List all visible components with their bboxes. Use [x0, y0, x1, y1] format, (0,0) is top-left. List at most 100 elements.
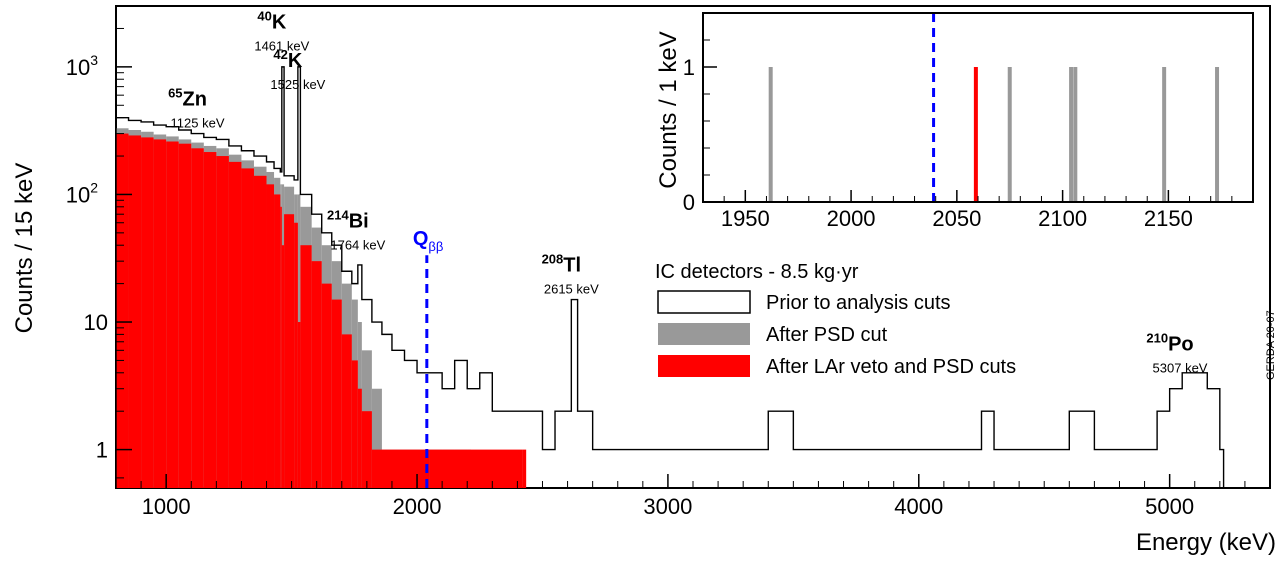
bar-lar-8	[216, 156, 229, 489]
inset-xtick-label-2100: 2100	[1038, 206, 1087, 231]
legend-swatch-psd	[658, 323, 750, 345]
bar-lar-17	[294, 222, 298, 488]
peak-isotope-element: Bi	[349, 211, 369, 233]
main-xtick-label-2000: 2000	[393, 494, 442, 519]
bar-lar-6	[191, 148, 204, 489]
peak-annotation-k-42: 42K 1525 keV	[270, 47, 325, 92]
main-ytick-label-100: 102	[66, 179, 98, 207]
peak-isotope-element: Zn	[183, 88, 207, 110]
peak-isotope-element: Tl	[563, 254, 581, 276]
peak-isotope-mass: 42	[273, 47, 287, 62]
bar-lar-4	[166, 141, 179, 488]
legend-item-prior: Prior to analysis cuts	[657, 290, 951, 314]
peak-isotope-mass: 208	[542, 251, 564, 266]
bar-lar-21	[321, 283, 332, 488]
peak-isotope-label: 40K	[257, 8, 286, 33]
peak-energy-label: 2615 keV	[544, 281, 599, 296]
bar-lar-14	[280, 206, 282, 488]
main-ylabel: Counts / 15 keV	[11, 163, 38, 334]
bar-lar-1	[128, 135, 142, 488]
peak-isotope-label: 42K	[273, 47, 302, 72]
bar-lar-27	[371, 449, 430, 488]
peak-energy-label: 1525 keV	[270, 77, 325, 92]
bar-lar-9	[228, 161, 242, 488]
inset-xtick-label-2050: 2050	[932, 206, 981, 231]
peak-annotation-bi-214: 214Bi 1764 keV	[327, 208, 386, 253]
bar-lar-2	[141, 137, 154, 488]
inset-event-2148	[1162, 67, 1167, 202]
peak-isotope-mass: 65	[168, 85, 182, 100]
inset-xtick-label-2150: 2150	[1144, 206, 1193, 231]
bar-lar-11	[253, 175, 267, 489]
inset-ylabel: Counts / 1 keV	[655, 31, 682, 188]
inset-event-2104	[1069, 67, 1074, 202]
bar-lar-0	[116, 133, 129, 488]
main-xtick-label-4000: 4000	[894, 494, 943, 519]
main-xlabel: Energy (keV)	[1136, 529, 1276, 556]
legend-label-prior: Prior to analysis cuts	[766, 292, 951, 314]
ytick-exponent: 2	[90, 179, 98, 195]
inset-xtick-label-1950: 1950	[721, 206, 770, 231]
peak-energy-label: 1461 keV	[254, 38, 309, 53]
peak-energy-label: 5307 keV	[1153, 360, 1208, 375]
series-lar	[116, 133, 527, 489]
legend-swatch-prior	[657, 290, 751, 314]
bar-lar-22	[331, 299, 342, 488]
peak-isotope-element: K	[272, 11, 287, 33]
ytick-exponent: 3	[90, 52, 98, 68]
bar-lar-13	[274, 194, 281, 488]
legend-label-psd: After PSD cut	[766, 324, 888, 346]
bar-lar-7	[203, 152, 217, 488]
qbb-label-main: Q	[413, 228, 429, 250]
bar-lar-3	[153, 139, 167, 488]
peak-isotope-label: 65Zn	[168, 85, 207, 110]
ytick-base: 10	[66, 55, 90, 80]
peak-annotation-k-40: 40K 1461 keV	[254, 8, 309, 53]
peak-annotation-po-210: 210Po 5307 keV	[1146, 330, 1207, 375]
inset-plot-area: 1950 2000 2050 2100 2150 0 1	[683, 13, 1233, 231]
legend-item-psd: After PSD cut	[658, 323, 888, 346]
peak-isotope-mass: 214	[327, 208, 349, 223]
bar-lar-28	[429, 449, 523, 488]
peak-energy-label: 1125 keV	[171, 115, 225, 130]
legend-swatch-lar	[658, 355, 750, 377]
gerda-tag: GERDA 20-07	[1265, 310, 1277, 380]
bar-lar-24	[351, 360, 358, 488]
qbb-label-sub: ββ	[428, 239, 443, 254]
inset-ytick-label-1: 1	[683, 55, 695, 80]
peak-isotope-label: 208Tl	[542, 251, 581, 276]
bar-lar-29	[522, 449, 527, 488]
peak-isotope-label: 210Po	[1146, 330, 1193, 355]
inset-event-1962	[768, 67, 773, 202]
peak-isotope-mass: 210	[1146, 330, 1168, 345]
peak-isotope-mass: 40	[257, 8, 271, 23]
main-ytick-label-1: 1	[96, 438, 108, 463]
main-ytick-label-10: 10	[84, 310, 108, 335]
bar-lar-16	[284, 214, 295, 488]
bar-lar-25	[357, 388, 362, 488]
series-prior-outline	[115, 66, 1225, 488]
main-xtick-label-5000: 5000	[1145, 494, 1194, 519]
inset-event-2106	[1073, 67, 1078, 202]
legend-item-lar: After LAr veto and PSD cuts	[658, 355, 1016, 378]
peak-isotope-element: Po	[1168, 333, 1194, 355]
peak-isotope-element: K	[288, 50, 303, 72]
inset-event-2173	[1215, 67, 1220, 202]
bar-lar-15	[281, 245, 285, 488]
bar-lar-10	[241, 168, 254, 488]
peak-energy-label: 1764 keV	[330, 238, 385, 253]
bar-lar-23	[341, 334, 352, 488]
bar-lar-20	[311, 261, 322, 488]
main-ytick-label-1000: 103	[66, 52, 98, 80]
inset-event-2075	[1007, 67, 1012, 202]
bar-lar-19	[300, 245, 312, 488]
inset-background	[703, 13, 1253, 202]
ytick-base: 10	[66, 182, 90, 207]
bar-lar-18	[297, 322, 301, 488]
legend: IC detectors - 8.5 kg·yr Prior to analys…	[655, 261, 1016, 378]
legend-label-lar: After LAr veto and PSD cuts	[766, 356, 1016, 378]
bar-lar-26	[361, 411, 372, 488]
peak-annotation-zn-65: 65Zn 1125 keV	[168, 85, 225, 130]
